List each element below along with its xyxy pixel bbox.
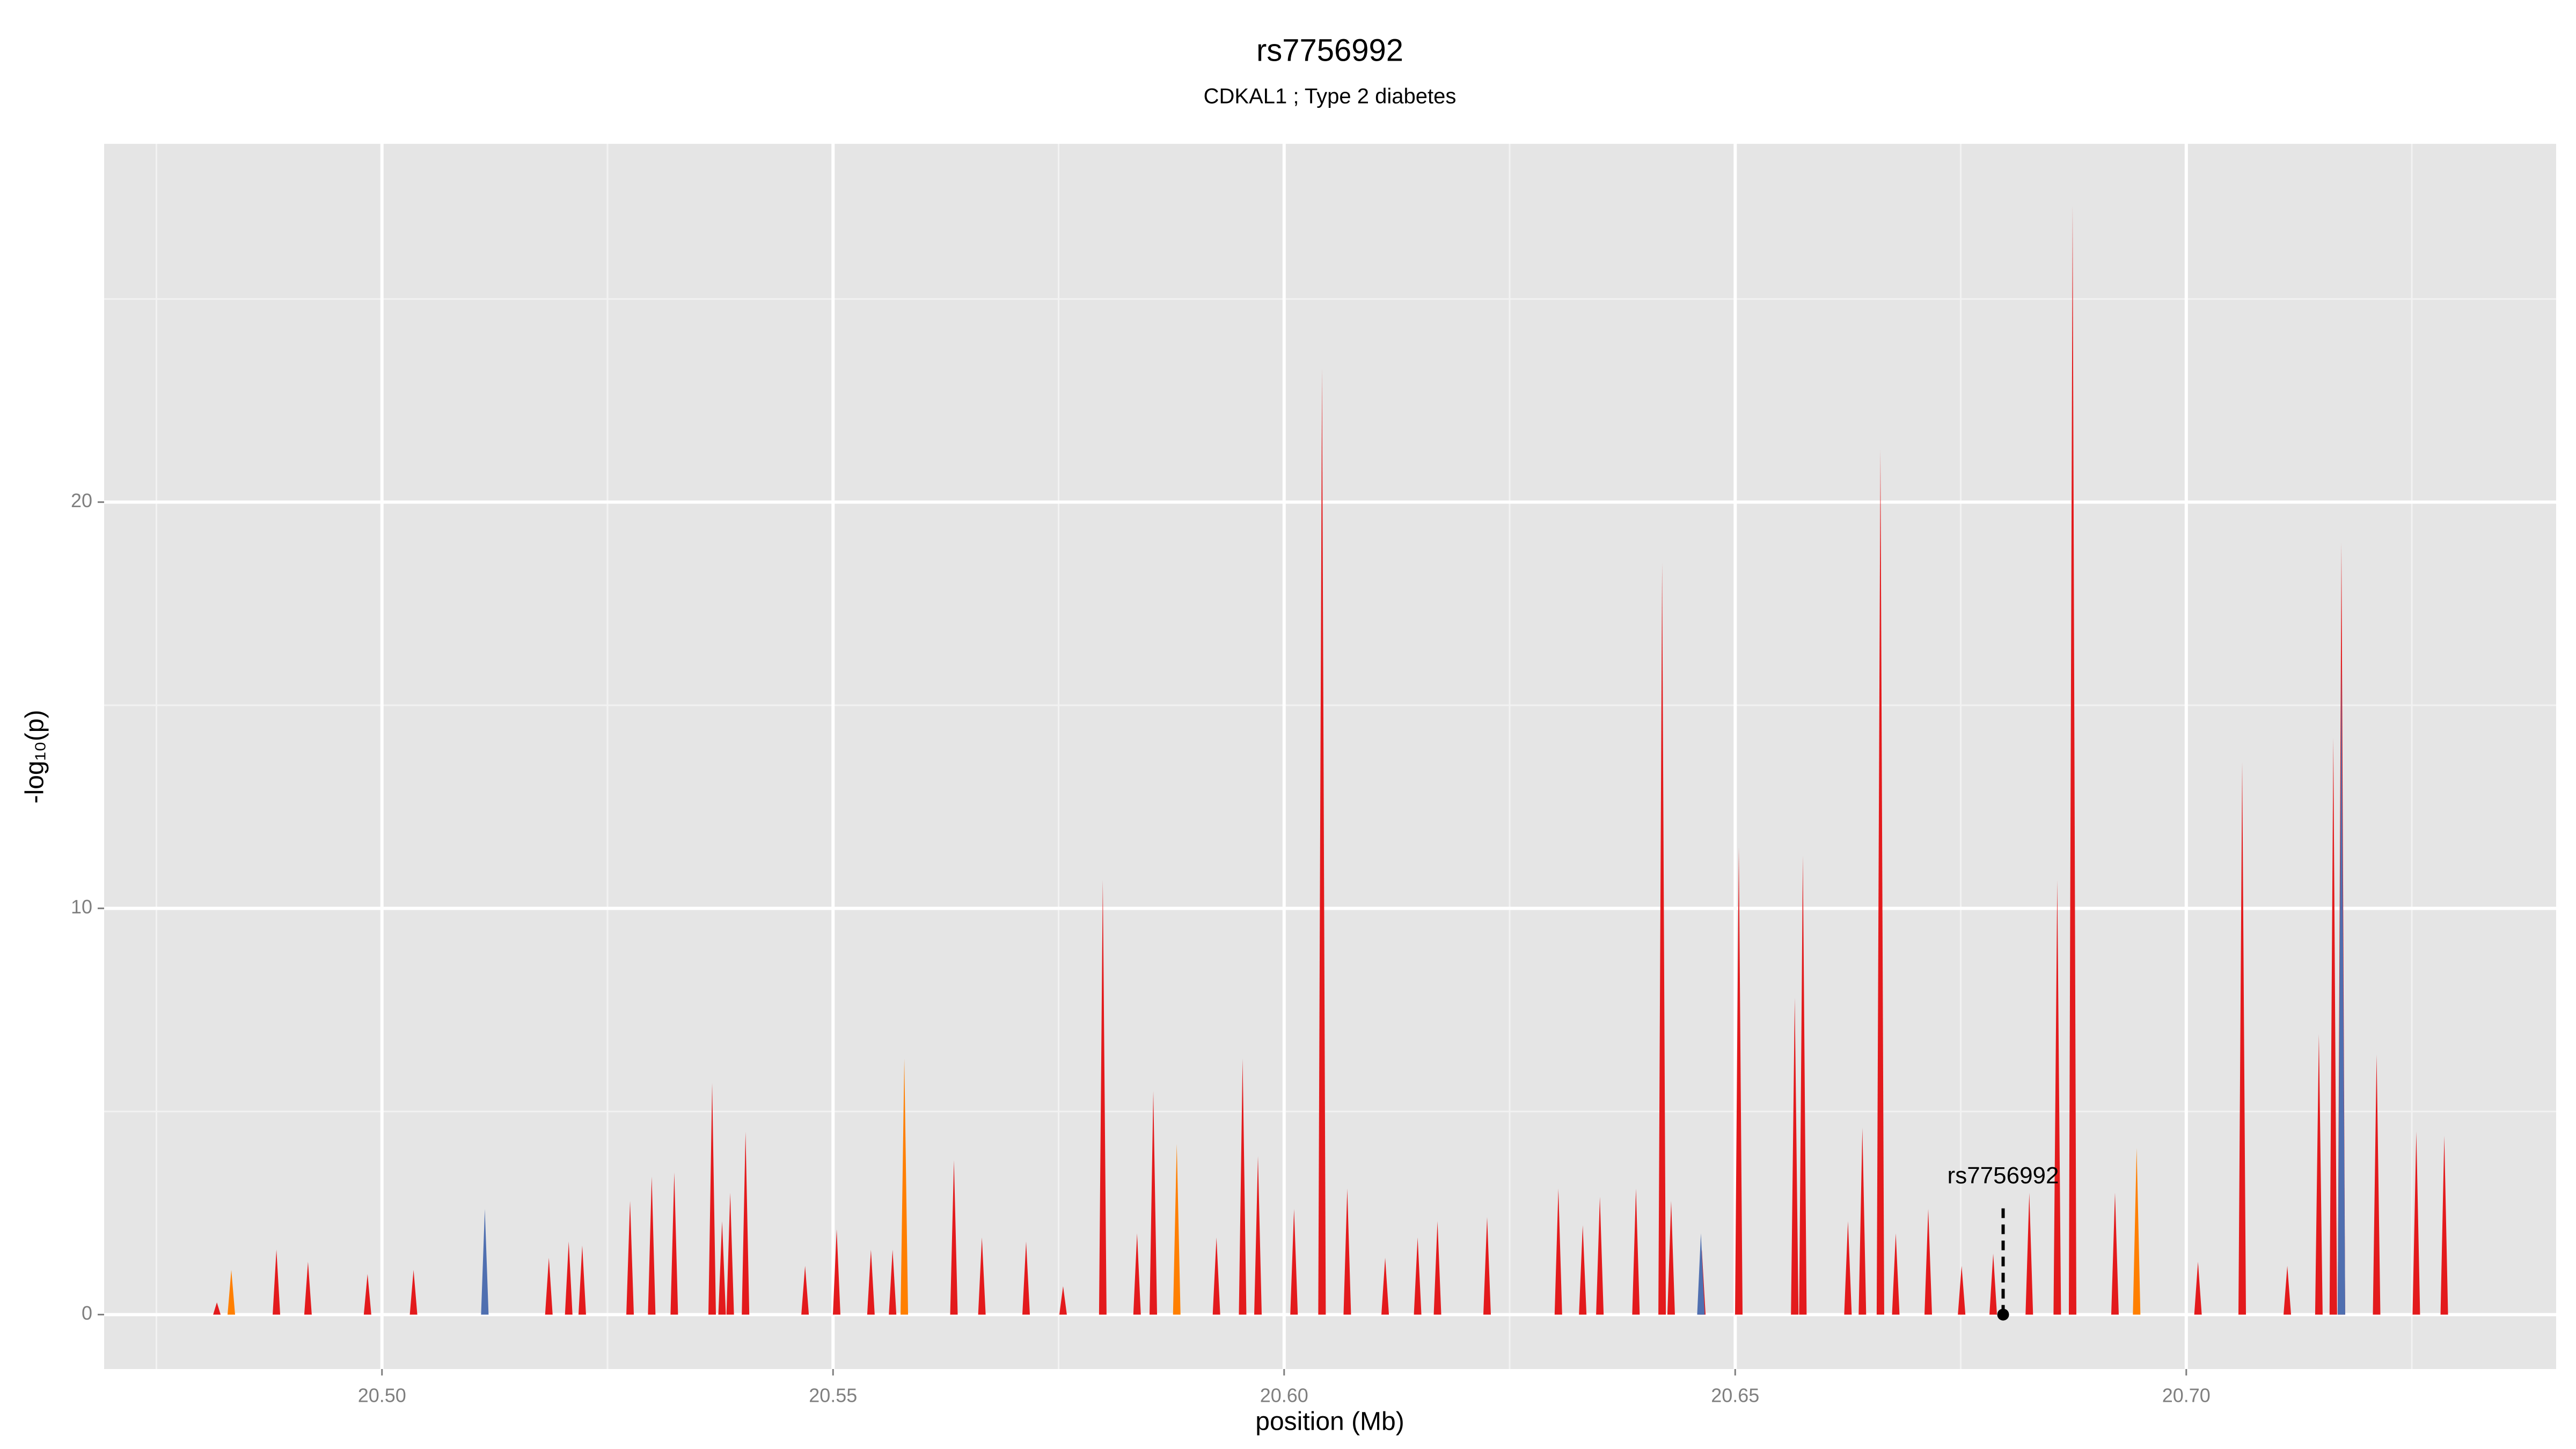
spike — [565, 1241, 573, 1315]
spike — [2284, 1265, 2292, 1315]
spike — [578, 1245, 586, 1315]
spike — [1667, 1201, 1675, 1315]
spike — [2238, 762, 2246, 1315]
spike — [228, 1270, 236, 1315]
spike — [1989, 1254, 1997, 1315]
spike — [901, 1058, 909, 1315]
grid — [104, 144, 2556, 1369]
spike — [1554, 1188, 1562, 1315]
spike — [1892, 1233, 1900, 1315]
spike — [1579, 1225, 1587, 1315]
spike — [1173, 1144, 1181, 1315]
y-axis-title: -log₁₀(p) — [21, 710, 49, 804]
spike — [2412, 1131, 2420, 1315]
spike — [1483, 1217, 1491, 1315]
spike — [950, 1160, 958, 1315]
spike — [1254, 1156, 1262, 1315]
annotation-point — [1997, 1308, 2009, 1321]
spike — [2337, 664, 2345, 1315]
spike — [889, 1249, 897, 1315]
spike — [1697, 1233, 1705, 1315]
spike — [2329, 737, 2337, 1315]
spike — [2068, 206, 2076, 1315]
spike — [626, 1201, 634, 1315]
spike — [1433, 1221, 1441, 1315]
y-tick-label: 0 — [82, 1302, 92, 1324]
chart-title: rs7756992 — [1256, 33, 1403, 68]
spike — [481, 1209, 489, 1315]
spike — [978, 1237, 986, 1315]
spike — [1958, 1265, 1966, 1315]
spike — [718, 1221, 726, 1315]
y-tick-label: 10 — [71, 896, 92, 918]
spike — [409, 1270, 418, 1315]
x-tick-label: 20.65 — [1711, 1385, 1759, 1407]
spike — [670, 1172, 678, 1315]
spike — [1858, 1128, 1867, 1315]
spike — [1239, 1058, 1247, 1315]
marks — [213, 206, 2448, 1321]
spike — [1343, 1188, 1351, 1315]
spike — [1596, 1197, 1604, 1315]
spike — [363, 1274, 371, 1315]
spike — [2315, 1034, 2323, 1315]
tick-labels: 20.50 20.55 20.60 20.65 20.70 0 10 20 rs7756992 — [71, 489, 2211, 1406]
spike — [1844, 1221, 1852, 1315]
spike — [1414, 1237, 1422, 1315]
spike — [1022, 1241, 1030, 1315]
x-axis-title: position (Mb) — [1255, 1408, 1404, 1436]
spike — [2133, 1148, 2141, 1315]
y-tick-label: 20 — [71, 489, 92, 511]
spike — [648, 1176, 656, 1315]
spike — [1150, 1091, 1158, 1315]
annotation-label: rs7756992 — [1948, 1162, 2059, 1189]
spike — [1212, 1237, 1220, 1315]
spike — [2053, 880, 2061, 1315]
spike — [1658, 563, 1666, 1315]
spike — [1735, 847, 1743, 1315]
spike — [1290, 1209, 1298, 1315]
spike — [1133, 1233, 1141, 1315]
x-tick-label: 20.55 — [809, 1385, 857, 1407]
spike — [2025, 1192, 2033, 1315]
spike — [2440, 1136, 2448, 1315]
x-tick-label: 20.50 — [358, 1385, 406, 1407]
x-tick-label: 20.60 — [1260, 1385, 1308, 1407]
spike — [2373, 1055, 2381, 1315]
spike — [1632, 1188, 1640, 1315]
spike — [2111, 1192, 2119, 1315]
spike — [708, 1083, 716, 1315]
spike — [1059, 1286, 1067, 1315]
spike — [867, 1249, 875, 1315]
spike — [545, 1257, 553, 1315]
plot-panel — [104, 144, 2556, 1369]
spike — [1924, 1209, 1933, 1315]
spike — [742, 1131, 750, 1315]
spike — [1799, 855, 1807, 1315]
spike — [801, 1265, 809, 1315]
spike — [1099, 880, 1107, 1315]
spike — [213, 1302, 221, 1315]
spike — [304, 1262, 312, 1315]
spike — [2194, 1262, 2202, 1315]
spike — [1318, 368, 1326, 1315]
spike — [1876, 449, 1884, 1315]
spike — [273, 1249, 281, 1315]
x-tick-label: 20.70 — [2162, 1385, 2211, 1407]
chart-subtitle: CDKAL1 ; Type 2 diabetes — [1204, 85, 1457, 108]
spike — [832, 1229, 840, 1315]
spike — [1791, 998, 1799, 1315]
spike — [726, 1192, 734, 1315]
spike — [1381, 1257, 1389, 1315]
